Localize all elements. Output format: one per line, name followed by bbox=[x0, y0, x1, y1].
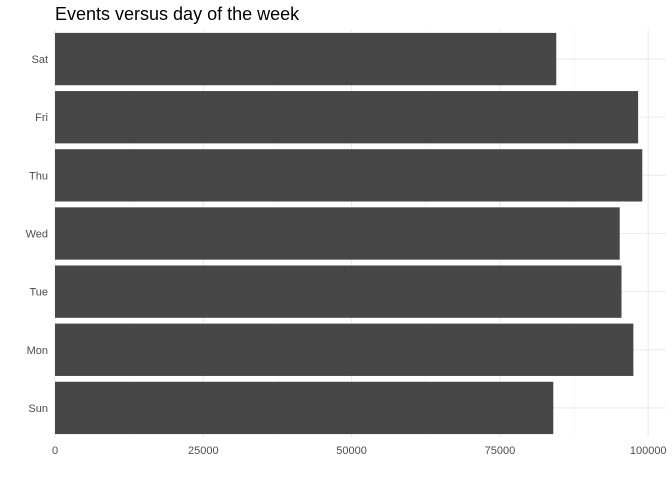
y-tick-label: Tue bbox=[29, 287, 48, 299]
bar-sat bbox=[55, 32, 557, 86]
y-axis-tick-labels: Sun Mon Tue Wed Thu Fri Sat bbox=[26, 54, 48, 415]
y-tick-label: Fri bbox=[35, 112, 48, 124]
y-tick-label: Thu bbox=[29, 170, 48, 182]
bar-tue bbox=[55, 265, 622, 318]
bar-sun bbox=[55, 381, 554, 435]
x-tick-label: 0 bbox=[52, 445, 58, 457]
bars bbox=[55, 32, 643, 435]
bar-wed bbox=[55, 207, 620, 260]
y-tick-label: Wed bbox=[26, 229, 48, 241]
y-tick-label: Sun bbox=[28, 403, 48, 415]
y-tick-label: Mon bbox=[27, 345, 48, 357]
bar-mon bbox=[55, 323, 634, 376]
y-tick-label: Sat bbox=[31, 54, 48, 66]
x-tick-label: 50000 bbox=[336, 445, 367, 457]
bar-thu bbox=[55, 149, 643, 202]
chart-title: Events versus day of the week bbox=[55, 4, 300, 24]
x-tick-label: 25000 bbox=[188, 445, 219, 457]
bar-fri bbox=[55, 91, 639, 144]
x-axis-tick-labels: 0 25000 50000 75000 100000 bbox=[52, 445, 667, 457]
x-tick-label: 75000 bbox=[485, 445, 516, 457]
x-tick-label: 100000 bbox=[630, 445, 667, 457]
